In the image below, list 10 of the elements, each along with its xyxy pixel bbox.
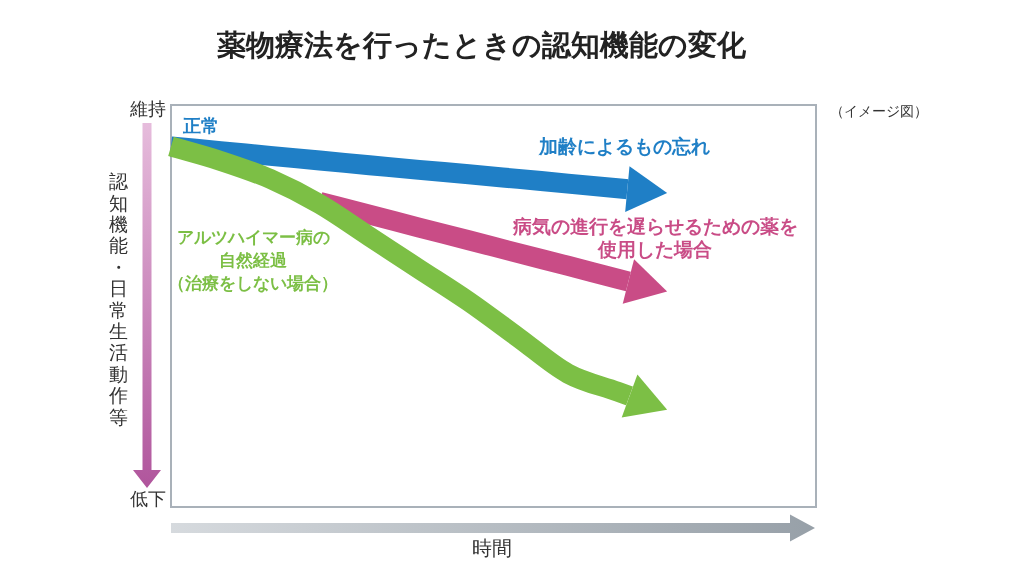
series-label: アルツハイマー病の自然経過（治療をしない場合） [168,227,339,294]
text: （イメージ図） [830,102,928,119]
text: 認知機能・日常生活動作等 [108,170,128,428]
text: 低下 [130,487,166,509]
chart-title: 薬物療法を行ったときの認知機能の変化 [216,27,747,62]
annotation: 正常 [182,115,219,137]
text: 維持 [129,97,166,119]
series-label: 加齢によるもの忘れ [537,134,710,157]
series-label: 病気の進行を遅らせるための薬を使用した場合 [511,215,798,261]
x-axis-title: 時間 [472,536,512,561]
